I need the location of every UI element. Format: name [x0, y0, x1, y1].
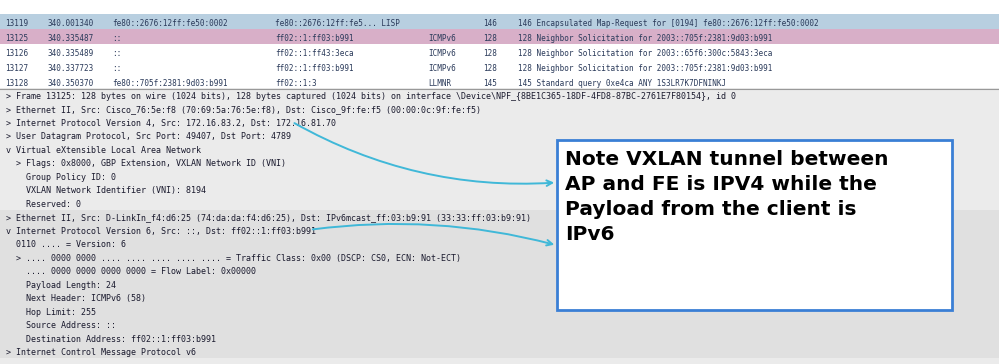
Text: 128 Neighbor Solicitation for 2003::65f6:300c:5843:3eca: 128 Neighbor Solicitation for 2003::65f6…	[518, 49, 772, 58]
Text: > Internet Protocol Version 4, Src: 172.16.83.2, Dst: 172.16.81.70: > Internet Protocol Version 4, Src: 172.…	[6, 119, 336, 128]
Text: fe80::2676:12ff:fe5... LISP: fe80::2676:12ff:fe5... LISP	[275, 19, 400, 28]
Text: VXLAN Network Identifier (VNI): 8194: VXLAN Network Identifier (VNI): 8194	[6, 186, 206, 195]
Text: ::: ::	[112, 34, 121, 43]
Bar	[0, 59, 999, 74]
Text: Hop Limit: 255: Hop Limit: 255	[6, 308, 96, 317]
Text: 13126: 13126	[5, 49, 28, 58]
Bar	[0, 89, 999, 364]
Text: 340.335489: 340.335489	[48, 49, 94, 58]
Text: > Internet Control Message Protocol v6: > Internet Control Message Protocol v6	[6, 348, 196, 357]
Bar	[0, 223, 999, 237]
Bar	[0, 128, 999, 142]
Text: > User Datagram Protocol, Src Port: 49407, Dst Port: 4789: > User Datagram Protocol, Src Port: 4940…	[6, 132, 291, 141]
Bar	[0, 196, 999, 210]
Bar	[0, 182, 999, 196]
Bar	[0, 88, 999, 102]
Bar	[0, 169, 999, 182]
Text: 128: 128	[483, 34, 497, 43]
Bar	[0, 264, 999, 277]
Text: 128: 128	[483, 64, 497, 73]
Bar	[0, 344, 999, 358]
Bar	[0, 115, 999, 128]
Text: > .... 0000 0000 .... .... .... .... .... = Traffic Class: 0x00 (DSCP: CS0, ECN:: > .... 0000 0000 .... .... .... .... ...…	[6, 254, 461, 262]
Text: fe80::2676:12ff:fe50:0002: fe80::2676:12ff:fe50:0002	[112, 19, 228, 28]
Text: > Ethernet II, Src: Cisco_76:5e:f8 (70:69:5a:76:5e:f8), Dst: Cisco_9f:fe:f5 (00:: > Ethernet II, Src: Cisco_76:5e:f8 (70:6…	[6, 105, 481, 114]
Text: 13125: 13125	[5, 34, 28, 43]
Bar	[0, 250, 999, 264]
Bar	[0, 277, 999, 290]
Text: Next Header: ICMPv6 (58): Next Header: ICMPv6 (58)	[6, 294, 146, 303]
Text: ICMPv6: ICMPv6	[428, 64, 456, 73]
Text: Destination Address: ff02::1:ff03:b991: Destination Address: ff02::1:ff03:b991	[6, 335, 216, 344]
Bar	[0, 44, 999, 59]
Text: 340.335487: 340.335487	[48, 34, 94, 43]
Bar	[0, 155, 999, 169]
Text: ff02::1:ff43:3eca: ff02::1:ff43:3eca	[275, 49, 354, 58]
Bar	[0, 304, 999, 317]
Text: v Internet Protocol Version 6, Src: ::, Dst: ff02::1:ff03:b991: v Internet Protocol Version 6, Src: ::, …	[6, 227, 316, 236]
Bar	[0, 29, 999, 44]
Text: 146 Encapsulated Map-Request for [0194] fe80::2676:12ff:fe50:0002: 146 Encapsulated Map-Request for [0194] …	[518, 19, 818, 28]
Text: Note VXLAN tunnel between
AP and FE is IPV4 while the
Payload from the client is: Note VXLAN tunnel between AP and FE is I…	[565, 150, 888, 244]
Text: fe80::705f:2381:9d03:b991: fe80::705f:2381:9d03:b991	[112, 79, 228, 88]
Text: LLMNR: LLMNR	[428, 79, 452, 88]
Text: ff02::1:ff03:b991: ff02::1:ff03:b991	[275, 64, 354, 73]
Bar	[0, 74, 999, 89]
Text: ICMPv6: ICMPv6	[428, 49, 456, 58]
Text: .... 0000 0000 0000 0000 = Flow Label: 0x00000: .... 0000 0000 0000 0000 = Flow Label: 0…	[6, 267, 256, 276]
Text: 340.350370: 340.350370	[48, 79, 94, 88]
Text: ff02::1:3: ff02::1:3	[275, 79, 317, 88]
Text: 145: 145	[483, 79, 497, 88]
Text: > Frame 13125: 128 bytes on wire (1024 bits), 128 bytes captured (1024 bits) on : > Frame 13125: 128 bytes on wire (1024 b…	[6, 92, 736, 100]
Text: 128 Neighbor Solicitation for 2003::705f:2381:9d03:b991: 128 Neighbor Solicitation for 2003::705f…	[518, 34, 772, 43]
Text: 146: 146	[483, 19, 497, 28]
Text: Group Policy ID: 0: Group Policy ID: 0	[6, 173, 116, 182]
Text: ICMPv6: ICMPv6	[428, 34, 456, 43]
Text: Reserved: 0: Reserved: 0	[6, 199, 81, 209]
Bar	[0, 331, 999, 344]
Text: 0110 .... = Version: 6: 0110 .... = Version: 6	[6, 240, 126, 249]
Bar	[0, 210, 999, 223]
Text: ff02::1:ff03:b991: ff02::1:ff03:b991	[275, 34, 354, 43]
Text: 128 Neighbor Solicitation for 2003::705f:2381:9d03:b991: 128 Neighbor Solicitation for 2003::705f…	[518, 64, 772, 73]
Bar	[0, 14, 999, 29]
Text: ::: ::	[112, 49, 121, 58]
Text: v Virtual eXtensible Local Area Network: v Virtual eXtensible Local Area Network	[6, 146, 201, 155]
Bar	[0, 142, 999, 155]
Text: Payload Length: 24: Payload Length: 24	[6, 281, 116, 290]
Text: 13127: 13127	[5, 64, 28, 73]
Bar	[0, 317, 999, 331]
Text: 13128: 13128	[5, 79, 28, 88]
Bar	[0, 102, 999, 115]
Bar	[0, 237, 999, 250]
Text: ::: ::	[112, 64, 121, 73]
Text: Source Address: ::: Source Address: ::	[6, 321, 116, 330]
Text: 340.001340: 340.001340	[48, 19, 94, 28]
Text: 145 Standard query 0xe4ca ANY 1S3LR7K7DFNINKJ: 145 Standard query 0xe4ca ANY 1S3LR7K7DF…	[518, 79, 726, 88]
Bar	[0, 290, 999, 304]
FancyBboxPatch shape	[557, 140, 952, 310]
Text: > Ethernet II, Src: D-LinkIn_f4:d6:25 (74:da:da:f4:d6:25), Dst: IPv6mcast_ff:03:: > Ethernet II, Src: D-LinkIn_f4:d6:25 (7…	[6, 213, 531, 222]
Text: > Flags: 0x8000, GBP Extension, VXLAN Network ID (VNI): > Flags: 0x8000, GBP Extension, VXLAN Ne…	[6, 159, 286, 168]
Text: 128: 128	[483, 49, 497, 58]
Text: 13119: 13119	[5, 19, 28, 28]
Text: 340.337723: 340.337723	[48, 64, 94, 73]
